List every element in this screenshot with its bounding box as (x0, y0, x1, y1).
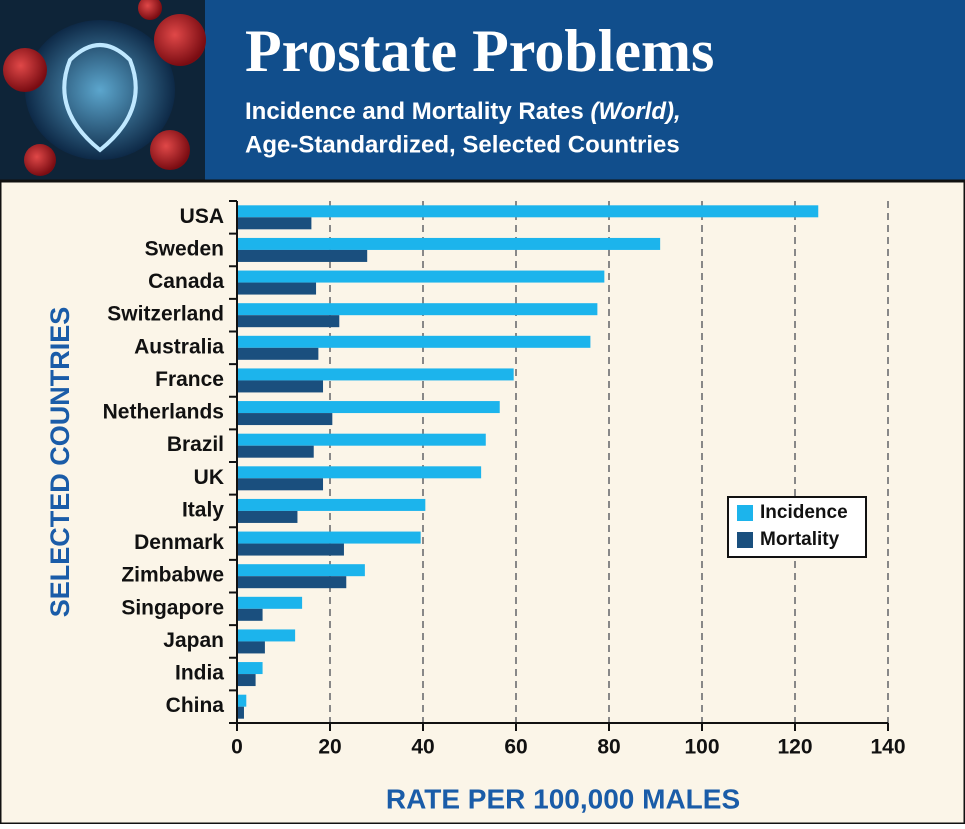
x-tick-label: 80 (597, 736, 620, 759)
legend-label: Incidence (760, 502, 848, 523)
x-tick-label: 0 (231, 736, 243, 759)
bar (237, 544, 344, 556)
y-tick-label: Australia (134, 335, 224, 358)
x-tick-label: 140 (870, 736, 905, 759)
bar (237, 629, 295, 641)
bar (237, 401, 500, 413)
legend-swatch (737, 505, 753, 521)
bar (237, 597, 302, 609)
bar (237, 674, 256, 686)
y-tick-label: Italy (182, 498, 224, 521)
bar (237, 413, 332, 425)
bar (237, 217, 311, 229)
bar (237, 238, 660, 250)
x-tick-label: 20 (318, 736, 341, 759)
subtitle: Age-Standardized, Selected Countries (245, 131, 680, 158)
y-tick-label: Brazil (167, 433, 224, 456)
y-tick-label: Netherlands (103, 401, 224, 424)
chart: Prostate Problems Incidence and Mortalit… (0, 0, 965, 824)
bar (237, 707, 244, 719)
legend-label: Mortality (760, 529, 840, 550)
subtitle-part: (World), (590, 98, 680, 125)
bar (237, 271, 604, 283)
bar (237, 380, 323, 392)
bar (237, 478, 323, 490)
header-image (0, 0, 206, 181)
y-tick-label: India (175, 662, 224, 685)
subtitle-part: Incidence and Mortality Rates (245, 98, 584, 125)
bar (237, 336, 590, 348)
y-tick-label: Denmark (134, 531, 224, 554)
subtitle: Incidence and Mortality Rates (World), (245, 98, 681, 125)
y-tick-label: Canada (148, 270, 224, 293)
bar (237, 576, 346, 588)
y-tick-label: UK (194, 466, 224, 489)
bar (237, 564, 365, 576)
bar (237, 499, 425, 511)
bar (237, 205, 818, 217)
bar (237, 695, 246, 707)
bar (237, 368, 514, 380)
x-tick-label: 60 (504, 736, 527, 759)
page: {"chart_data": {"type": "bar", "orientat… (0, 0, 965, 824)
bar (237, 434, 486, 446)
x-tick-label: 120 (777, 736, 812, 759)
legend-swatch (737, 532, 753, 548)
bar (237, 303, 597, 315)
y-tick-label: Japan (163, 629, 224, 652)
y-tick-label: Switzerland (107, 303, 224, 326)
bar (237, 283, 316, 295)
y-tick-label: France (155, 368, 224, 391)
bar (237, 348, 318, 360)
bar (237, 446, 314, 458)
bar (237, 315, 339, 327)
bar (237, 532, 421, 544)
bar (237, 662, 263, 674)
y-tick-label: China (166, 694, 225, 717)
y-tick-label: Sweden (145, 237, 224, 260)
y-tick-label: USA (180, 205, 224, 228)
x-tick-label: 100 (684, 736, 719, 759)
y-axis-label: SELECTED COUNTRIES (45, 307, 75, 618)
bar (237, 250, 367, 262)
bar (237, 609, 263, 621)
x-tick-label: 40 (411, 736, 434, 759)
y-tick-label: Singapore (121, 596, 224, 619)
y-tick-label: Zimbabwe (121, 564, 224, 587)
chart-title: Prostate Problems (245, 18, 714, 84)
bar (237, 511, 297, 523)
x-axis-label: RATE PER 100,000 MALES (386, 783, 740, 814)
bar (237, 641, 265, 653)
bar (237, 466, 481, 478)
